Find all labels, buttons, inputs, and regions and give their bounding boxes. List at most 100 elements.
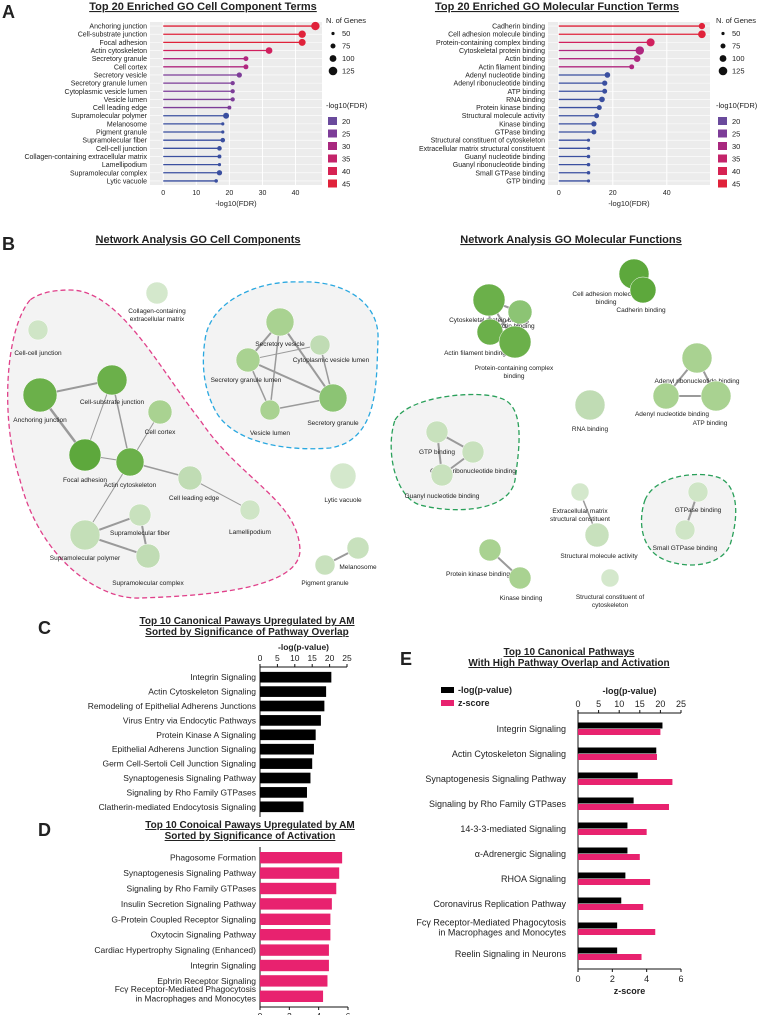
axis-label: -log10(FDR) (215, 199, 257, 208)
category-label: Fcγ Receptor-Mediated Phagocytosis (416, 918, 566, 928)
network-node-label: Cell-substrate junction (80, 399, 145, 406)
lollipop-point-anchoring-junction (311, 21, 320, 31)
network-node-guanyl-ribonucleotide-binding (461, 440, 485, 464)
tick-label: 20 (609, 190, 617, 197)
lollipop-point-focal-adhesion (298, 38, 306, 46)
legend-size-dot (719, 55, 727, 62)
tick-label: 5 (275, 653, 280, 663)
legend-color-swatch (328, 179, 337, 188)
bar-g-protein-coupled-receptor-signaling (260, 913, 331, 925)
network-node-label: GTP binding (419, 449, 455, 456)
lollipop-point-cell-substrate-junction (298, 30, 306, 38)
network-node-label: Secretory vesicle (255, 341, 305, 348)
axis-label: z-score (614, 986, 646, 996)
category-label: Protein Kinase A Signaling (156, 730, 256, 740)
category-label: Supramolecular complex (70, 170, 148, 177)
legend-color-swatch (328, 117, 337, 125)
legend-size-dot (329, 55, 337, 62)
network-node-collagen-containing-extracellular-matrix (145, 281, 169, 305)
network-node-label: Lamellipodium (229, 529, 271, 536)
category-label: Secretory granule (92, 56, 147, 63)
category-label: Extracellular matrix structural constitu… (419, 146, 545, 153)
category-label: Clatherin-mediated Endocytosis Signaling (99, 802, 257, 812)
category-label: Collagen-containing extracellular matrix (24, 154, 147, 161)
category-label: GTP binding (506, 178, 545, 185)
category-label: Synaptogenesis Signaling Pathway (425, 774, 566, 784)
network-node-protein-kinase-binding (478, 538, 502, 562)
category-label: Structural molecule activity (462, 113, 546, 120)
legend-size-dot (721, 31, 725, 36)
category-label: Signaling by Rho Family GTPases (429, 799, 567, 809)
category-label: Coronavirus Replication Pathway (433, 899, 566, 909)
legend-color-swatch (718, 142, 727, 150)
network-node-secretory-granule (318, 383, 348, 413)
bar-zscore-integrin-signaling (578, 729, 661, 735)
bar-pvalue-synaptogenesis-signaling-pathway (578, 772, 638, 779)
tick-label: 20 (655, 699, 665, 709)
tick-label: 15 (307, 653, 317, 663)
network-node-rna-binding (574, 389, 606, 421)
network-node-lamellipodium (239, 499, 261, 521)
bar-phagosome-formation (260, 852, 343, 864)
network-node-cell-leading-edge (177, 465, 203, 491)
lollipop-point-adenyl-ribonucleotide-binding (602, 80, 608, 86)
legend-color-swatch (718, 167, 727, 175)
cluster-outline-green (390, 393, 520, 511)
category-label: Reelin Signaling in Neurons (455, 949, 567, 959)
network-node-protein-containing-complex-binding (498, 325, 532, 359)
network-molecular-functions: Network Analysis GO Molecular Functions … (390, 234, 740, 609)
lollipop-point-vesicle-lumen (230, 97, 235, 102)
network-node-adenyl-ribonucleotide-binding (681, 342, 713, 374)
category-label: Anchoring junction (89, 24, 147, 31)
network-node-label: Lytic vacuole (324, 497, 362, 504)
bar-signaling-by-rho-family-gtpases (260, 882, 337, 895)
lollipop-point-pigment-granule (221, 130, 225, 134)
category-label: Synaptogenesis Signaling Pathway (123, 868, 257, 878)
bar-zscore-signaling-by-rho-family-gtpases (578, 804, 669, 810)
bar-zscore-reelin-signaling-in-neurons (578, 954, 642, 960)
legend-size-label: 125 (342, 67, 355, 76)
network-node-label: Cell cortex (145, 429, 176, 436)
network-node-atp-binding (700, 380, 732, 412)
category-label: ATP binding (508, 89, 546, 96)
legend-color-label: 20 (732, 117, 740, 126)
category-label: Focal adhesion (100, 40, 148, 47)
legend-size-label: 50 (342, 29, 350, 38)
lollipop-point-cell-cortex (243, 64, 249, 70)
lollipop-point-cytoplasmic-vesicle-lumen (230, 89, 235, 94)
legend-color-swatch (328, 129, 337, 138)
lollipop-point-supramolecular-fiber (220, 137, 226, 143)
legend-size-label: 100 (342, 54, 355, 63)
bar-pvalue-signaling-by-rho-family-gtpases (578, 797, 634, 804)
legend-color-swatch (718, 179, 727, 188)
network-node-label: Anchoring junction (13, 417, 67, 424)
category-label: Pigment granule (96, 130, 147, 137)
legend-size-label: 75 (732, 42, 740, 51)
bar-zscore-actin-cytoskeleton-signaling (578, 754, 657, 760)
chart-a-cell-component: Top 20 Enriched GO Cell Component Terms 0… (24, 1, 367, 208)
tick-label: 0 (575, 974, 580, 984)
category-label: Kinase binding (499, 121, 545, 128)
category-label: Integrin Signaling (190, 672, 256, 682)
category-label: GTPase binding (495, 130, 545, 137)
network-node-secretory-granule-lumen (235, 347, 261, 373)
network-node-cell-cortex (147, 399, 173, 425)
legend-size-dot (720, 43, 726, 49)
network-node-label: Collagen-containing (128, 308, 186, 315)
lollipop-point-melanosome (221, 122, 225, 126)
category-label: 14-3-3-mediated Signaling (460, 824, 566, 834)
network-node-label: binding (596, 299, 617, 306)
legend-color-swatch (718, 154, 727, 163)
network-node-cell-cell-junction (27, 319, 49, 341)
tick-label: 0 (161, 190, 165, 197)
network-node-actin-cytoskeleton (115, 447, 145, 477)
network-node-label: Supramolecular polymer (50, 555, 121, 562)
network-node-extracellular-matrix-structural-constituent (570, 482, 590, 502)
network-node-label: Actin filament binding (444, 350, 506, 357)
category-label: Integrin Signaling (496, 724, 566, 734)
chart-subtitle: With High Pathway Overlap and Activation (468, 658, 669, 669)
category-label: Remodeling of Epithelial Adherens Juncti… (88, 701, 256, 711)
lollipop-point-gtp-binding (586, 179, 591, 183)
category-label: Protein-containing complex binding (436, 40, 545, 47)
